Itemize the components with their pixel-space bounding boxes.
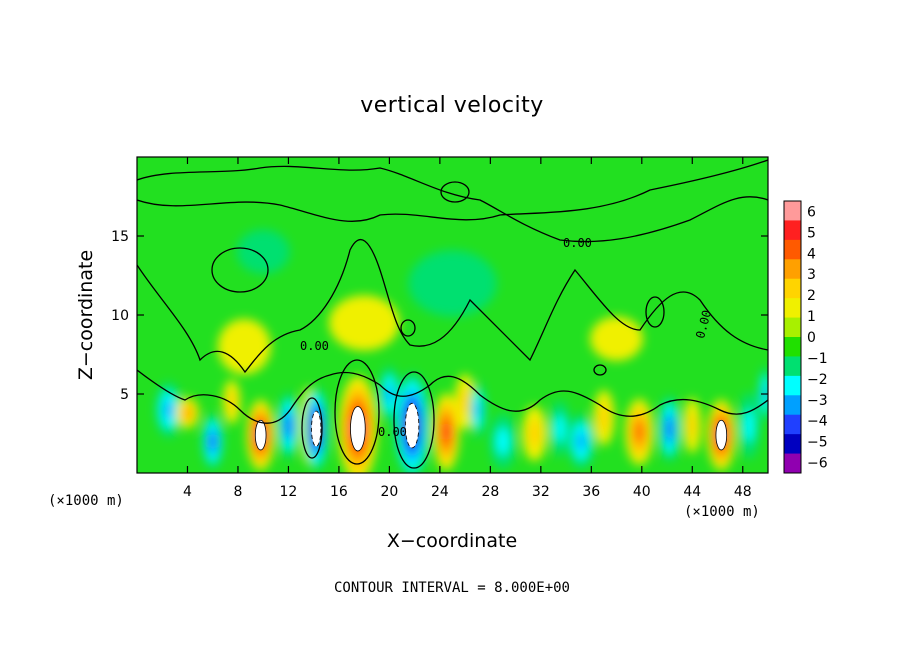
- velocity-cell: [183, 407, 192, 419]
- colorbar-label: −2: [807, 372, 828, 388]
- zero-contour-low: [137, 369, 768, 424]
- colorbar-segment: [784, 337, 801, 357]
- colorbar-segment: [784, 298, 801, 319]
- colorbar-label: −6: [807, 456, 828, 472]
- contour-interval-note: CONTOUR INTERVAL = 8.000E+00: [334, 580, 570, 596]
- contour-label: 0.00: [563, 236, 592, 250]
- contour-labels: 0.00 0.00 0.00 0.00: [300, 236, 714, 439]
- velocity-cell: [385, 384, 393, 404]
- chart-title: vertical velocity: [360, 93, 544, 118]
- velocity-cell: [576, 432, 586, 451]
- x-unit-right: (×1000 m): [684, 504, 760, 520]
- colorbar-segment: [784, 375, 801, 396]
- x-tick-label: 44: [683, 484, 701, 500]
- velocity-core: [715, 419, 728, 451]
- velocity-core: [405, 402, 420, 449]
- velocity-cell: [164, 400, 173, 420]
- velocity-cell: [598, 403, 610, 432]
- colorbar-segment: [784, 220, 801, 241]
- x-axis-label: X−coordinate: [387, 530, 517, 552]
- colorbar-label: 4: [807, 246, 816, 262]
- velocity-cell: [635, 423, 643, 441]
- velocity-core: [350, 406, 366, 452]
- velocity-cell: [408, 250, 497, 317]
- colorbar-segment: [784, 356, 801, 377]
- velocity-cell: [475, 400, 481, 420]
- velocity-cell: [743, 409, 755, 443]
- velocity-cell: [236, 229, 290, 274]
- velocity-cell: [210, 434, 216, 449]
- velocity-core: [254, 419, 267, 451]
- colorbar-segment: [784, 201, 801, 221]
- x-tick-label: 12: [280, 484, 298, 500]
- velocity-cell: [554, 414, 566, 443]
- y-axis-label: Z−coordinate: [75, 250, 97, 380]
- x-tick-label: 40: [633, 484, 651, 500]
- velocity-cell: [590, 316, 644, 361]
- velocity-cell: [443, 424, 449, 440]
- colorbar-segment: [784, 453, 801, 474]
- x-tick-label: 4: [183, 484, 192, 500]
- closed-contour-4: [400, 319, 416, 337]
- colorbar-segment: [784, 278, 801, 299]
- closed-contour-2: [440, 181, 470, 203]
- zero-contour-upper: [137, 165, 768, 243]
- cell-contour-2: [393, 371, 435, 469]
- y-tick-label: 5: [120, 387, 129, 403]
- colorbar-label: −4: [807, 414, 828, 430]
- colorbar-label: −1: [807, 351, 828, 367]
- colorbar-segment: [784, 259, 801, 280]
- x-unit-left: (×1000 m): [48, 493, 124, 509]
- colorbar-label: 0: [807, 330, 816, 346]
- colorbar-segment: [784, 239, 801, 260]
- colorbar-segment: [784, 434, 801, 455]
- velocity-cell: [227, 390, 237, 413]
- colorbar-label: 6: [807, 204, 816, 220]
- colorbar-label: −5: [807, 435, 828, 451]
- cell-contour-1: [334, 359, 380, 465]
- contour-label: 0.00: [378, 425, 407, 439]
- velocity-cell: [687, 411, 697, 440]
- zero-contour-mid: [137, 238, 768, 374]
- x-tick-label: 8: [233, 484, 242, 500]
- x-tick-label: 48: [734, 484, 752, 500]
- velocity-cell: [285, 417, 292, 434]
- x-tick-label: 32: [532, 484, 550, 500]
- velocity-cell: [217, 318, 271, 375]
- colorbar-label: 5: [807, 225, 816, 241]
- velocity-cell: [459, 388, 471, 416]
- zero-contours: [137, 159, 768, 469]
- x-tick-label: 28: [481, 484, 499, 500]
- colorbar-frame: [783, 200, 802, 474]
- closed-contour-5: [593, 364, 607, 376]
- contour-label: 0.00: [300, 339, 329, 353]
- closed-contour-1: [211, 247, 269, 293]
- colorbar-label: 2: [807, 288, 816, 304]
- velocity-cell: [666, 420, 673, 438]
- y-tick-label: 10: [111, 308, 129, 324]
- velocity-cores: [254, 402, 728, 452]
- closed-contour-3: [645, 296, 665, 328]
- colorbar-segment: [784, 317, 801, 338]
- colorbar-label: −3: [807, 393, 828, 409]
- colorbar-label: 3: [807, 267, 816, 283]
- x-tick-label: 36: [582, 484, 600, 500]
- velocity-cell: [328, 295, 400, 351]
- velocity-cell: [496, 427, 510, 456]
- plot-area: 0.00 0.00 0.00 0.00: [137, 157, 768, 473]
- colorbar: 6 5 4 3 2 1 0 −1 −2 −3 −4 −5 −6: [783, 200, 828, 474]
- velocity-core: [311, 410, 322, 447]
- x-tick-label: 24: [431, 484, 449, 500]
- velocity-cell: [528, 419, 541, 448]
- cell-contour-3: [301, 397, 323, 459]
- x-tick-label: 16: [330, 484, 348, 500]
- colorbar-segment: [784, 414, 801, 435]
- x-tick-label: 20: [380, 484, 398, 500]
- colorbar-segment: [784, 395, 801, 416]
- y-tick-label: 15: [111, 229, 129, 245]
- colorbar-label: 1: [807, 309, 816, 325]
- zero-contour-upper-2: [137, 159, 768, 222]
